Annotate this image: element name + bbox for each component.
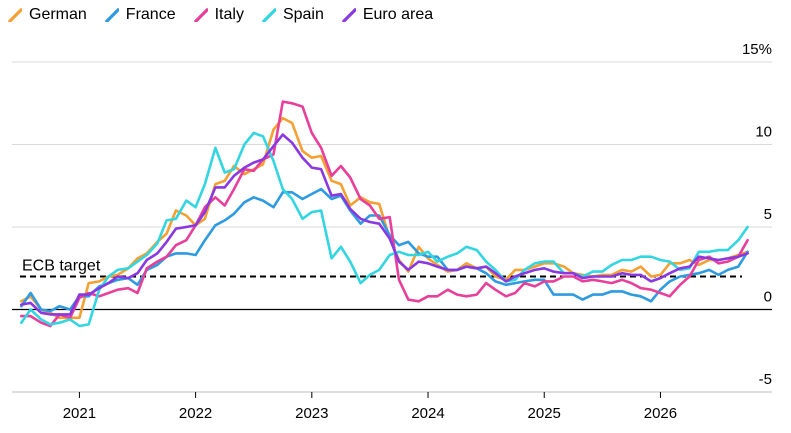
legend-item: France: [104, 6, 176, 24]
y-tick-label: 10: [755, 124, 772, 141]
legend-swatch: [261, 7, 278, 24]
x-tick-label: 2023: [295, 405, 328, 422]
y-axis: 15% 10 5 0 -5: [742, 41, 772, 388]
legend-label: Italy: [214, 6, 244, 23]
series-line-france: [19, 187, 749, 313]
legend-swatch: [193, 7, 209, 24]
legend-label: France: [125, 6, 176, 23]
ecb-target-layer: ECB target: [20, 258, 742, 278]
x-tick-label: 2024: [411, 405, 444, 422]
y-tick-label: 5: [764, 206, 772, 223]
x-tick-label: 2026: [644, 405, 677, 422]
x-tick-label: 2021: [63, 405, 96, 422]
x-tick-label: 2022: [179, 405, 212, 422]
legend-label: Spain: [282, 6, 324, 23]
x-axis: 2021 2022 2023 2024 2025 2026: [12, 391, 772, 422]
y-tick-label: 15%: [742, 41, 772, 58]
series-line-euro-area: [19, 133, 749, 316]
ecb-target-label: ECB target: [22, 258, 101, 275]
legend-swatch: [341, 7, 358, 24]
legend-label: Euro area: [362, 6, 434, 23]
legend-label: German: [29, 6, 87, 23]
y-tick-label: -5: [759, 371, 772, 388]
series-line-german: [19, 116, 749, 320]
legend-item: Euro area: [341, 6, 434, 24]
legend-item: Spain: [261, 6, 324, 24]
legend-swatch: [7, 7, 24, 24]
legend-swatch: [104, 7, 121, 24]
y-tick-label: 0: [764, 289, 772, 306]
legend: German France Italy Spain Euro area: [7, 3, 434, 27]
series-lines: [19, 100, 749, 328]
series-line-italy: [19, 100, 749, 328]
legend-item: Italy: [193, 6, 244, 24]
series-line-spain: [19, 131, 749, 328]
legend-item: German: [7, 6, 87, 24]
x-tick-label: 2025: [528, 405, 561, 422]
